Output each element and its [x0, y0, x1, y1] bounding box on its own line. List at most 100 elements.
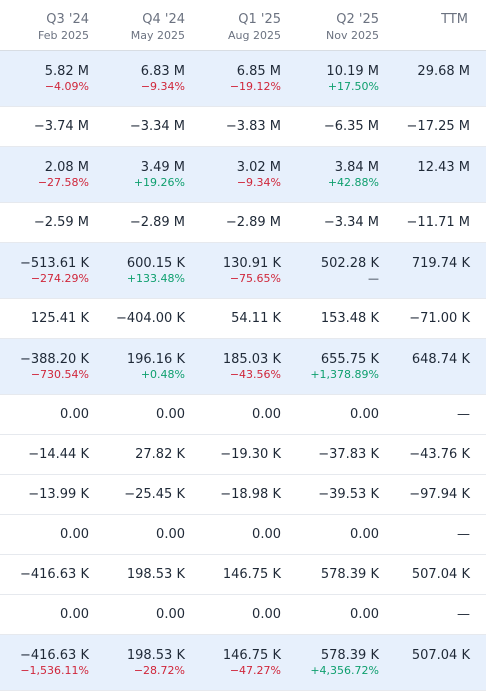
cell-value: 0.00 [156, 407, 185, 422]
cell-value: 10.19 M [326, 64, 379, 79]
change-percent: −19.12% [229, 80, 281, 93]
cell-value: −18.98 K [220, 487, 281, 502]
column-header-ttm[interactable]: TTM [381, 0, 486, 50]
value-cell: 0.00 [91, 395, 187, 434]
cell-value: 0.00 [60, 607, 89, 622]
cell-value: 146.75 K [222, 567, 281, 582]
value-cell: 6.85 M −19.12% [187, 51, 283, 106]
value-cell: 0.00 [283, 595, 381, 634]
table-row[interactable]: 0.00 0.00 0.00 0.00 — [0, 515, 486, 555]
value-cell: −39.53 K [283, 475, 381, 514]
cell-value: −2.89 M [129, 215, 185, 230]
value-cell: 0.00 [0, 515, 91, 554]
change-percent: +0.48% [140, 368, 185, 381]
cell-value: −3.74 M [33, 119, 89, 134]
cell-value: 146.75 K [222, 648, 281, 663]
cell-value: 3.02 M [236, 160, 281, 175]
value-cell: −6.35 M [283, 107, 381, 146]
table-body: 5.82 M −4.09% 6.83 M −9.34% 6.85 M −19.12% 10.… [0, 51, 486, 691]
table-row[interactable]: −416.63 K 198.53 K 146.75 K 578.39 K 507.04 … [0, 555, 486, 595]
table-row[interactable]: −2.59 M −2.89 M −2.89 M −3.34 M −11.71 M [0, 203, 486, 243]
cell-value: — [457, 527, 470, 542]
cell-value: 0.00 [60, 527, 89, 542]
cell-value: 6.85 M [236, 64, 281, 79]
value-cell: −25.45 K [91, 475, 187, 514]
table-row[interactable]: −3.74 M −3.34 M −3.83 M −6.35 M −17.25 M [0, 107, 486, 147]
value-cell: 130.91 K −75.65% [187, 243, 283, 298]
value-cell: 0.00 [283, 395, 381, 434]
change-percent: −4.09% [44, 80, 89, 93]
value-cell: 0.00 [283, 515, 381, 554]
change-percent: — [368, 272, 379, 285]
value-cell: 2.08 M −27.58% [0, 147, 91, 202]
column-header[interactable]: Q1 '25 Aug 2025 [187, 0, 283, 50]
change-percent: +19.26% [133, 176, 185, 189]
cell-value: −13.99 K [28, 487, 89, 502]
cell-value: 0.00 [350, 407, 379, 422]
table-row[interactable]: −388.20 K −730.54% 196.16 K +0.48% 185.03 K −… [0, 339, 486, 395]
value-cell: 3.84 M +42.88% [283, 147, 381, 202]
cell-value: 0.00 [350, 527, 379, 542]
cell-value: −513.61 K [19, 256, 89, 271]
table-row[interactable]: 125.41 K −404.00 K 54.11 K 153.48 K −71.00 K [0, 299, 486, 339]
value-cell: 0.00 [91, 515, 187, 554]
value-cell: 5.82 M −4.09% [0, 51, 91, 106]
cell-value: 578.39 K [320, 648, 379, 663]
value-cell: −18.98 K [187, 475, 283, 514]
cell-value: −11.71 M [406, 215, 470, 230]
cell-value: 648.74 K [411, 352, 470, 367]
cell-value: 29.68 M [417, 64, 470, 79]
ttm-cell: −17.25 M [381, 107, 486, 146]
value-cell: −19.30 K [187, 435, 283, 474]
ttm-cell: — [381, 395, 486, 434]
ttm-cell: — [381, 515, 486, 554]
value-cell: 0.00 [187, 595, 283, 634]
cell-value: −43.76 K [409, 447, 470, 462]
cell-value: — [457, 407, 470, 422]
cell-value: 0.00 [156, 607, 185, 622]
table-row[interactable]: −13.99 K −25.45 K −18.98 K −39.53 K −97.94 K [0, 475, 486, 515]
ttm-cell: 719.74 K [381, 243, 486, 298]
value-cell: 0.00 [187, 515, 283, 554]
cell-value: −404.00 K [115, 311, 185, 326]
change-percent: −75.65% [229, 272, 281, 285]
value-cell: 0.00 [0, 595, 91, 634]
table-row[interactable]: −513.61 K −274.29% 600.15 K +133.48% 130.91 … [0, 243, 486, 299]
cell-value: 54.11 K [231, 311, 281, 326]
report-date: Aug 2025 [228, 29, 281, 42]
cell-value: 185.03 K [222, 352, 281, 367]
cell-value: −3.83 M [225, 119, 281, 134]
column-header[interactable]: Q2 '25 Nov 2025 [283, 0, 381, 50]
value-cell: −3.74 M [0, 107, 91, 146]
table-row[interactable]: 2.08 M −27.58% 3.49 M +19.26% 3.02 M −9.34% 3.… [0, 147, 486, 203]
table-row[interactable]: −416.63 K −1,536.11% 198.53 K −28.72% 146.75… [0, 635, 486, 691]
value-cell: 153.48 K [283, 299, 381, 338]
cell-value: 125.41 K [30, 311, 89, 326]
cell-value: −416.63 K [19, 567, 89, 582]
cell-value: 0.00 [60, 407, 89, 422]
table-row[interactable]: 0.00 0.00 0.00 0.00 — [0, 595, 486, 635]
change-percent: −1,536.11% [20, 664, 89, 677]
cell-value: −25.45 K [124, 487, 185, 502]
ttm-cell: — [381, 595, 486, 634]
cell-value: 130.91 K [222, 256, 281, 271]
change-percent: +1,378.89% [310, 368, 379, 381]
report-date: Feb 2025 [38, 29, 89, 42]
table-row[interactable]: 0.00 0.00 0.00 0.00 — [0, 395, 486, 435]
change-percent: −27.58% [37, 176, 89, 189]
change-percent: +42.88% [327, 176, 379, 189]
column-header[interactable]: Q4 '24 May 2025 [91, 0, 187, 50]
column-header[interactable]: Q3 '24 Feb 2025 [0, 0, 91, 50]
quarter-label: Q2 '25 [336, 12, 379, 27]
cell-value: 0.00 [252, 527, 281, 542]
cell-value: 0.00 [350, 607, 379, 622]
cell-value: −71.00 K [409, 311, 470, 326]
value-cell: 655.75 K +1,378.89% [283, 339, 381, 394]
change-percent: +4,356.72% [310, 664, 379, 677]
cell-value: — [457, 607, 470, 622]
change-percent: −9.34% [236, 176, 281, 189]
cell-value: −2.89 M [225, 215, 281, 230]
table-row[interactable]: 5.82 M −4.09% 6.83 M −9.34% 6.85 M −19.12% 10.… [0, 51, 486, 107]
value-cell: 196.16 K +0.48% [91, 339, 187, 394]
table-row[interactable]: −14.44 K 27.82 K −19.30 K −37.83 K −43.76 K [0, 435, 486, 475]
